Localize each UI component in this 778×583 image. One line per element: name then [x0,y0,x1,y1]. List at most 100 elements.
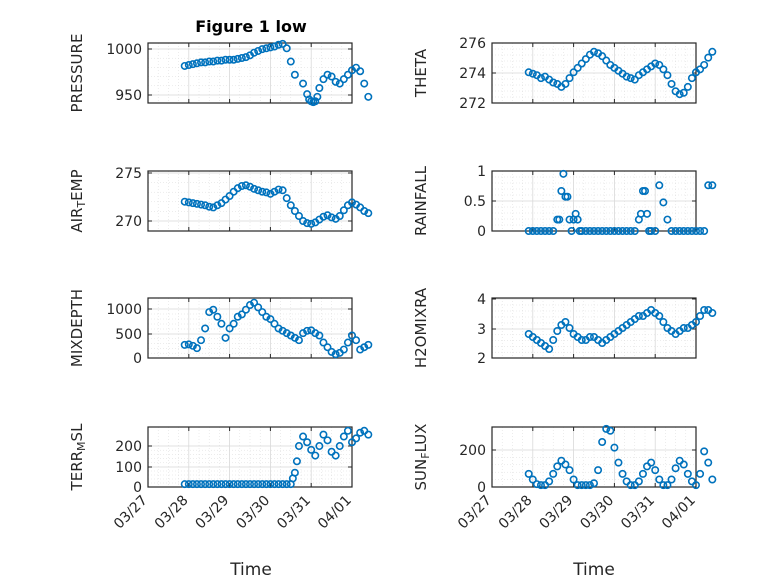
data-point [282,194,291,203]
data-point [524,227,533,236]
data-point [335,442,344,451]
data-point [258,480,267,489]
data-point [618,227,627,236]
data-point [266,480,275,489]
data-point [184,198,193,207]
data-point [573,481,582,490]
data-point [323,211,332,220]
data-point [225,480,234,489]
data-point [364,430,373,439]
data-point [197,480,206,489]
data-point [225,192,234,201]
subplot-sun-flux: 0 200 SUNFLUX 03/27 03/28 03/29 03/30 03/31 04/0… [412,424,717,533]
data-point [250,48,259,57]
y-tick-label: 4 [477,292,486,308]
data-point [343,426,352,435]
y-axis-label: TERRMSL [68,423,88,492]
data-point [536,481,545,490]
data-point [683,82,692,91]
data-point [290,468,299,477]
data-point [528,227,537,236]
data-point [696,469,705,478]
data-point [708,181,717,190]
data-point [683,469,692,478]
axes-box [147,170,353,232]
data-point [205,480,214,489]
y-tick-label: 200 [115,439,142,455]
data-point [675,227,684,236]
data-point [704,53,713,62]
data-point [585,332,594,341]
data-point [589,227,598,236]
data-point [659,481,668,490]
data-point [630,227,639,236]
data-point [536,74,545,83]
data-point [696,65,705,74]
data-point [303,438,312,447]
data-point [254,480,263,489]
data-point [671,227,680,236]
x-tick-label: 04/01 [315,493,355,533]
data-point [708,475,717,484]
y-tick-label: 100 [115,460,142,476]
data-point [192,344,201,353]
data-point [188,199,197,208]
data-point [545,227,554,236]
data-point [679,227,688,236]
data-point [246,182,255,191]
data-point [352,434,361,443]
data-point [299,217,308,226]
data-point [573,215,582,224]
data-point [643,209,652,218]
data-point [630,75,639,84]
data-point [675,90,684,99]
data-point [274,185,283,194]
data-point [704,458,713,467]
data-point [213,56,222,65]
data-point [262,44,271,53]
data-point [364,340,373,349]
data-point [549,335,558,344]
data-point [589,479,598,488]
subplot-h2omixra: 2 3 4 H2OMIXRA [412,287,717,368]
data-point [241,181,250,190]
data-point [659,198,668,207]
data-point [307,219,316,228]
data-point [655,181,664,190]
y-tick-label: 3 [477,322,486,338]
data-point [221,55,230,64]
x-tick-label: 03/31 [274,493,314,533]
data-point [569,68,578,77]
data-point [192,480,201,489]
data-point [553,462,562,471]
data-point [532,227,541,236]
data-point [610,227,619,236]
data-point [634,477,643,486]
data-point [262,480,271,489]
data-point [626,481,635,490]
data-point [343,70,352,79]
data-point [598,52,607,61]
data-point [180,480,189,489]
data-point [339,206,348,215]
data-point [567,227,576,236]
data-point [622,72,631,81]
data-point [319,212,328,221]
data-point [221,333,230,342]
data-point [294,442,303,451]
data-point [282,480,291,489]
data-point [655,311,664,320]
data-point [290,207,299,216]
data-point [602,56,611,65]
x-tick-label: 04/01 [659,493,699,533]
data-point [343,338,352,347]
data-point [270,42,279,51]
data-point [209,203,218,212]
data-point [614,227,623,236]
data-point [217,480,226,489]
data-point [335,79,344,88]
data-point [610,443,619,452]
x-tick-label: 03/31 [618,493,658,533]
data-point [225,324,234,333]
data-point [339,432,348,441]
